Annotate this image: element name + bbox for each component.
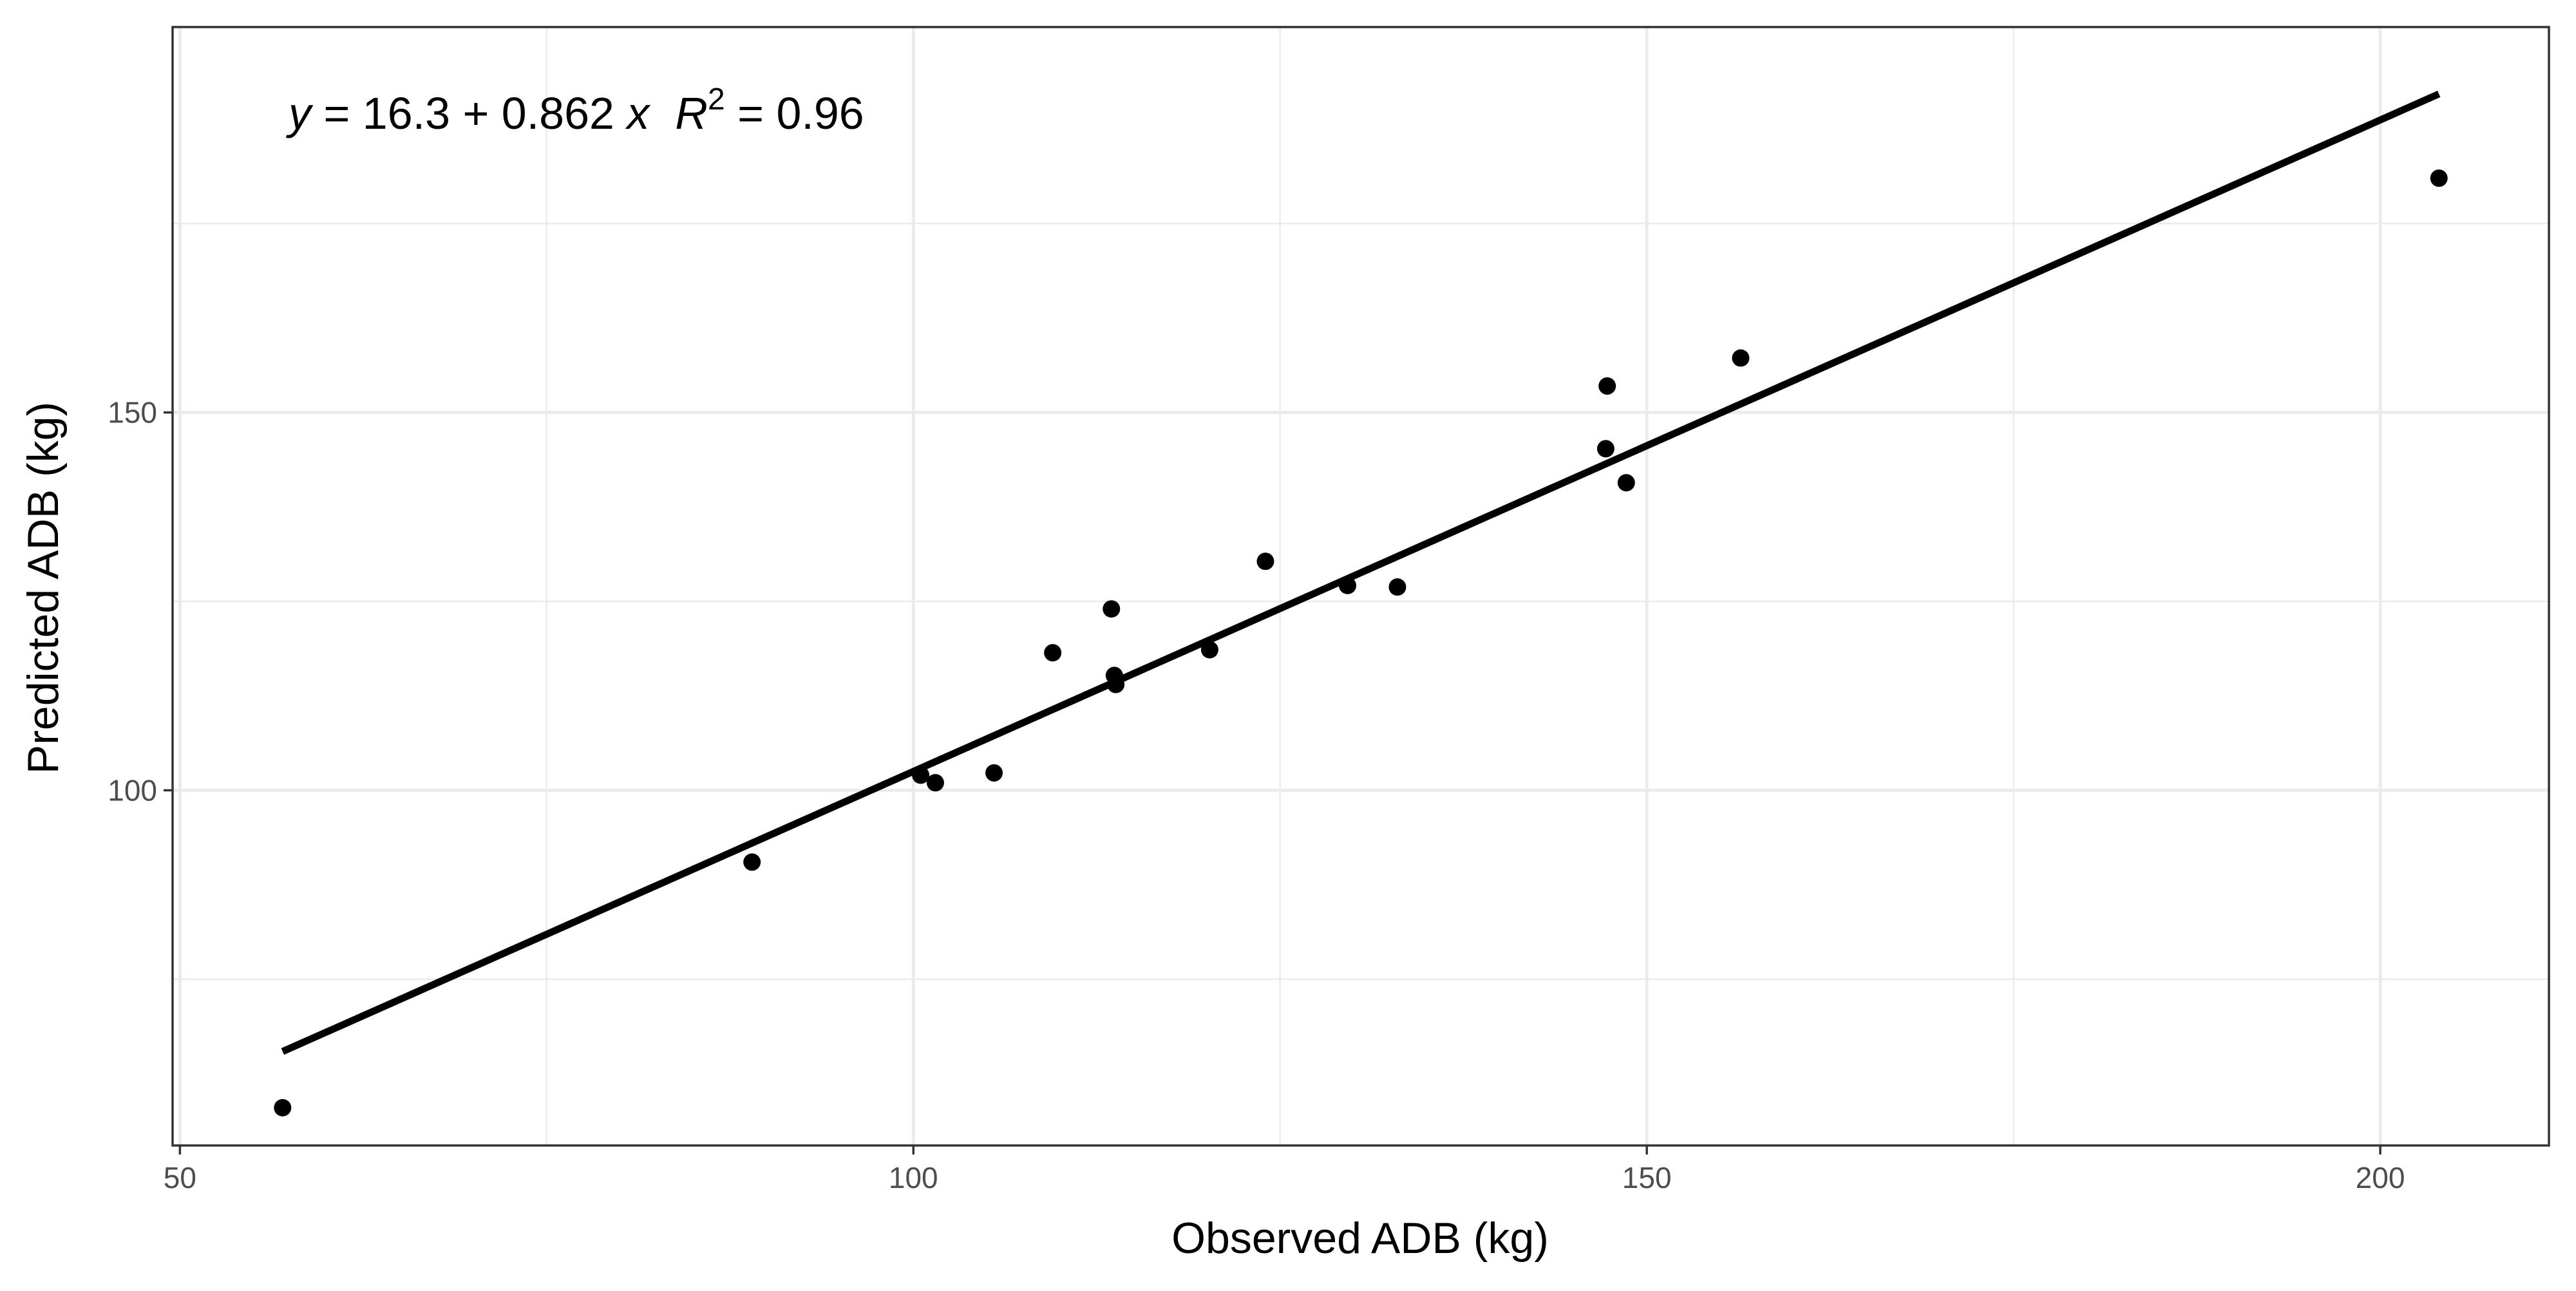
x-axis-title: Observed ADB (kg) <box>1171 1214 1549 1263</box>
x-tick-label: 50 <box>164 1161 196 1194</box>
eq-r-value: = 0.96 <box>725 88 864 138</box>
data-point <box>743 853 761 871</box>
eq-r-superscript: 2 <box>708 82 725 117</box>
data-point <box>1107 675 1125 693</box>
x-tick-label: 150 <box>1622 1161 1672 1194</box>
x-tick-label: 200 <box>2356 1161 2405 1194</box>
data-point <box>1732 349 1750 367</box>
eq-r-variable: R <box>675 88 708 138</box>
data-point <box>926 774 944 792</box>
data-point <box>1596 440 1615 458</box>
eq-coefficients: = 16.3 + 0.862 <box>311 88 627 138</box>
x-tick-label: 100 <box>889 1161 938 1194</box>
data-point <box>1103 600 1121 618</box>
data-point <box>1256 552 1274 570</box>
ticks-layer: 50 100 150 200 100 150 <box>108 396 2405 1194</box>
data-point <box>985 764 1003 782</box>
data-point <box>1200 641 1218 659</box>
data-point <box>1044 644 1062 662</box>
data-point <box>1388 578 1406 596</box>
fit-layer <box>281 90 2441 1055</box>
y-tick-label: 150 <box>108 396 157 429</box>
eq-x-variable: x <box>625 88 651 138</box>
data-point <box>1339 576 1356 594</box>
data-point <box>1598 377 1616 395</box>
eq-y-variable: y <box>286 88 314 138</box>
grid-layer <box>173 27 2549 1145</box>
y-tick-label: 100 <box>108 773 157 807</box>
data-point <box>274 1098 292 1117</box>
panel-border <box>171 26 2550 1147</box>
data-point <box>1617 474 1635 492</box>
regression-line <box>281 90 2441 1055</box>
y-axis-title: Predicted ADB (kg) <box>19 402 68 774</box>
points-layer <box>274 169 2448 1117</box>
data-point <box>912 766 930 784</box>
regression-equation: y = 16.3 + 0.862 x R2 = 0.96 <box>286 82 864 138</box>
data-point <box>2430 169 2448 187</box>
